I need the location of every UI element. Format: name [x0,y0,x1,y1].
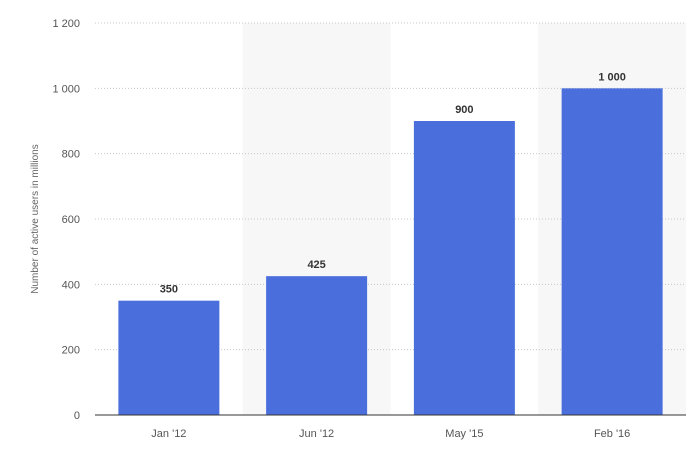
x-tick-label: Jun '12 [299,428,334,440]
x-tick-label: Feb '16 [594,428,630,440]
data-labels: 350 425 900 1 000 [160,71,626,295]
y-axis-title: Number of active users in millions [30,144,41,294]
y-tick-label: 1 000 [52,83,80,95]
y-tick-label: 400 [62,279,80,291]
y-tick-label: 600 [62,214,80,226]
y-axis-ticks: 0 200 400 600 800 1 000 1 200 [52,18,80,422]
y-tick-label: 800 [62,149,80,161]
bar[interactable] [118,300,220,415]
y-tick-label: 1 200 [52,18,80,30]
bar[interactable] [266,276,368,415]
x-tick-label: Jan '12 [151,428,186,440]
bar[interactable] [561,88,663,415]
data-label: 425 [307,259,325,271]
data-label: 900 [455,104,473,116]
y-tick-label: 200 [62,345,80,357]
data-label: 350 [160,284,178,296]
x-tick-label: May '15 [445,428,483,440]
y-tick-label: 0 [74,410,80,422]
data-label: 1 000 [598,71,626,83]
bar[interactable] [413,121,515,415]
bars [118,88,663,415]
x-axis-ticks: Jan '12 Jun '12 May '15 Feb '16 [151,428,630,440]
